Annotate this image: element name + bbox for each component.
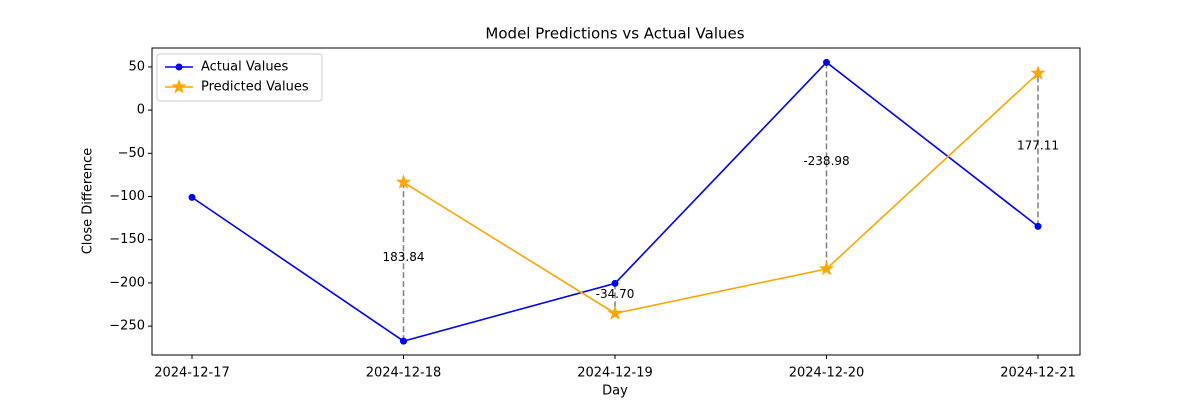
legend-marker: [175, 63, 183, 71]
y-tick-label: 0: [137, 103, 145, 118]
y-tick-label: 50: [128, 59, 145, 74]
legend-label: Predicted Values: [201, 80, 309, 95]
legend-marker: [171, 79, 187, 94]
y-tick-label: −50: [118, 146, 145, 161]
x-tick-label: 2024-12-17: [154, 366, 230, 381]
point: [400, 337, 407, 345]
difference-label: 177.11: [1017, 138, 1059, 152]
difference-label: -238.98: [803, 154, 849, 168]
legend-box: [156, 53, 323, 102]
point: [1030, 65, 1046, 80]
x-tick-label: 2024-12-20: [789, 366, 865, 381]
chart-title: Model Predictions vs Actual Values: [485, 25, 744, 43]
x-tick-label: 2024-12-19: [577, 366, 653, 381]
point: [188, 193, 196, 201]
point: [818, 260, 835, 276]
x-axis-label: Day: [602, 384, 628, 399]
y-tick-label: −150: [109, 232, 145, 247]
y-tick-label: −100: [109, 189, 145, 204]
point: [1034, 222, 1042, 230]
point: [611, 279, 619, 287]
plot-frame: [151, 47, 1081, 356]
y-tick-label: −250: [109, 319, 145, 334]
point: [395, 174, 412, 189]
legend-label: Actual Values: [201, 60, 289, 75]
point: [607, 305, 623, 320]
difference-label: -34.70: [596, 287, 635, 301]
point: [823, 58, 830, 66]
x-tick-label: 2024-12-18: [366, 366, 442, 381]
x-tick-label: 2024-12-21: [1000, 366, 1076, 381]
y-tick-label: −200: [109, 275, 145, 290]
y-axis-label: Close Difference: [81, 148, 96, 255]
series-line: [403, 72, 1039, 315]
difference-label: 183.84: [383, 250, 425, 264]
